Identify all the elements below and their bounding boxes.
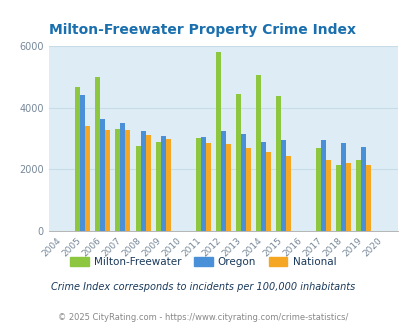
Bar [280, 140, 285, 231]
Bar [125, 130, 130, 231]
Bar [135, 146, 140, 231]
Bar [240, 134, 245, 231]
Bar [315, 148, 320, 231]
Text: Milton-Freewater Property Crime Index: Milton-Freewater Property Crime Index [49, 23, 356, 37]
Bar [345, 163, 350, 231]
Bar [335, 165, 340, 231]
Bar [320, 140, 325, 231]
Text: © 2025 CityRating.com - https://www.cityrating.com/crime-statistics/: © 2025 CityRating.com - https://www.city… [58, 313, 347, 322]
Bar [95, 77, 100, 231]
Bar [115, 129, 120, 231]
Bar [100, 118, 105, 231]
Bar [285, 156, 290, 231]
Bar [145, 135, 150, 231]
Bar [105, 130, 110, 231]
Bar [255, 76, 260, 231]
Bar [85, 126, 90, 231]
Bar [265, 151, 270, 231]
Bar [245, 148, 250, 231]
Bar [195, 138, 200, 231]
Bar [200, 137, 205, 231]
Bar [165, 139, 170, 231]
Bar [80, 95, 85, 231]
Bar [235, 94, 240, 231]
Bar [75, 87, 80, 231]
Text: Crime Index corresponds to incidents per 100,000 inhabitants: Crime Index corresponds to incidents per… [51, 282, 354, 292]
Bar [120, 123, 125, 231]
Bar [205, 143, 210, 231]
Bar [220, 131, 225, 231]
Bar [260, 142, 265, 231]
Bar [155, 142, 160, 231]
Bar [275, 96, 280, 231]
Bar [140, 131, 145, 231]
Bar [160, 136, 165, 231]
Bar [325, 159, 330, 231]
Bar [340, 143, 345, 231]
Legend: Milton-Freewater, Oregon, National: Milton-Freewater, Oregon, National [66, 253, 339, 271]
Bar [365, 165, 371, 231]
Bar [215, 52, 220, 231]
Bar [355, 160, 360, 231]
Bar [360, 147, 365, 231]
Bar [225, 144, 230, 231]
